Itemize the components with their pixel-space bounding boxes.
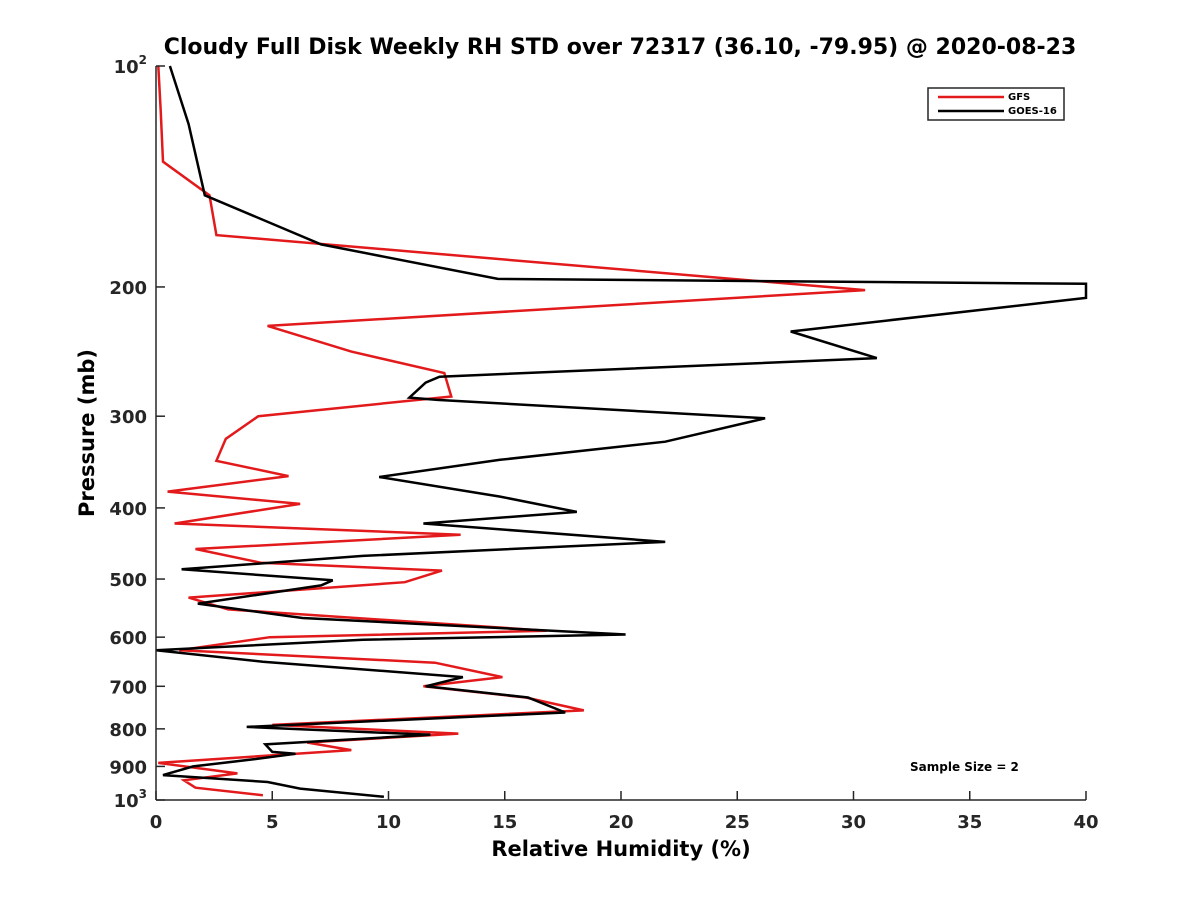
x-tick-label: 20 xyxy=(608,812,633,833)
y-tick-label: 700 xyxy=(109,677,147,698)
y-tick-label: 102 xyxy=(114,53,147,78)
y-axis-label: Pressure (mb) xyxy=(75,349,99,517)
sample-size-annotation: Sample Size = 2 xyxy=(910,760,1019,774)
y-tick-label: 900 xyxy=(109,757,147,778)
legend-label-gfs: GFS xyxy=(1008,92,1030,103)
y-tick-label: 400 xyxy=(109,499,147,520)
y-tick-label: 500 xyxy=(109,570,147,591)
x-tick-label: 25 xyxy=(725,812,750,833)
x-axis-ticks: 0 5 10 15 20 25 30 35 40 xyxy=(150,791,1099,833)
plot-area xyxy=(155,65,1088,799)
x-tick-label: 35 xyxy=(957,812,982,833)
x-tick-label: 15 xyxy=(492,812,517,833)
series-line-gfs xyxy=(157,65,866,797)
series-line-goes16 xyxy=(155,65,1088,799)
y-tick-label: 103 xyxy=(114,787,147,812)
y-tick-label: 300 xyxy=(109,407,147,428)
x-tick-label: 10 xyxy=(376,812,401,833)
x-tick-label: 5 xyxy=(266,812,279,833)
chart-title: Cloudy Full Disk Weekly RH STD over 7231… xyxy=(164,35,1077,60)
x-axis-label: Relative Humidity (%) xyxy=(491,837,750,861)
x-tick-label: 0 xyxy=(150,812,163,833)
y-tick-label: 600 xyxy=(109,628,147,649)
legend-box xyxy=(927,87,1065,121)
legend: GFS GOES-16 xyxy=(927,87,1065,121)
y-tick-label: 800 xyxy=(109,720,147,741)
x-tick-label: 40 xyxy=(1073,812,1098,833)
y-axis-ticks: 102 200 300 400 500 600 700 800 900 103 xyxy=(109,53,165,812)
x-tick-label: 30 xyxy=(841,812,866,833)
y-tick-label: 200 xyxy=(109,278,147,299)
legend-label-goes16: GOES-16 xyxy=(1008,106,1057,117)
